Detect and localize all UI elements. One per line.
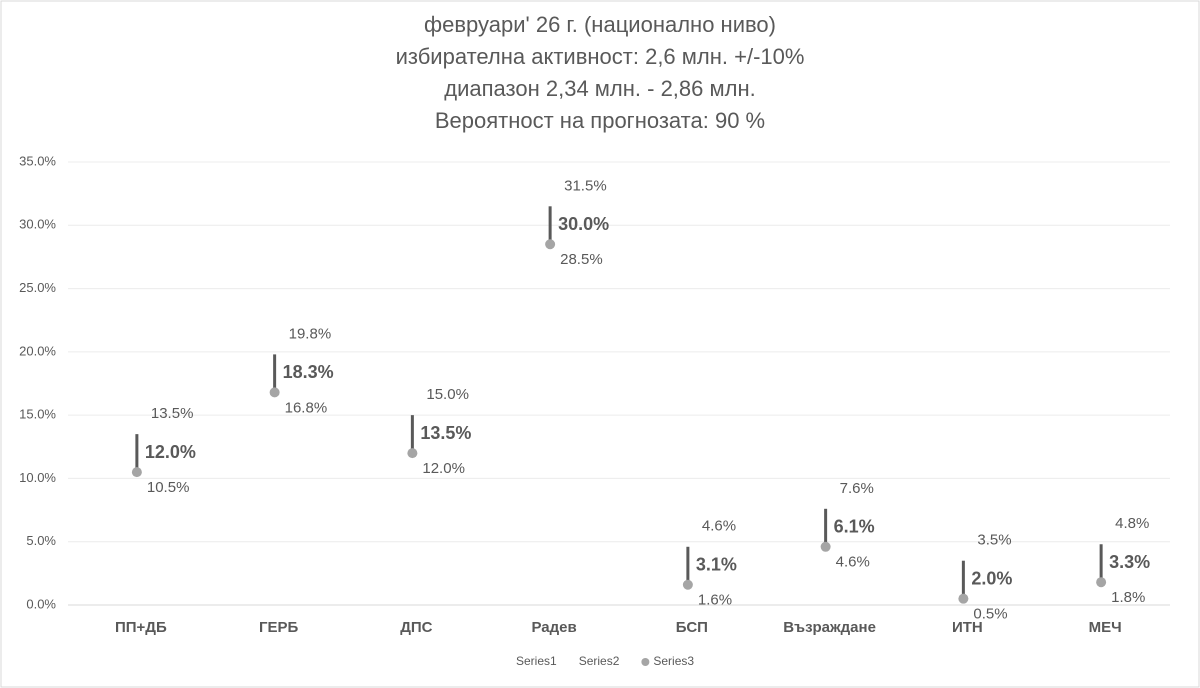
y-tick-label: 0.0% xyxy=(26,596,56,611)
legend-label: Series1 xyxy=(516,654,557,668)
marker xyxy=(131,467,142,478)
low-label: 0.5% xyxy=(973,606,1007,623)
x-tick-label: ДПС xyxy=(400,619,432,636)
high-label: 13.5% xyxy=(151,405,194,422)
low-label: 28.5% xyxy=(560,251,603,268)
high-label: 3.5% xyxy=(977,532,1011,549)
x-tick-label: БСП xyxy=(676,619,708,636)
chart-title: избирателна активност: 2,6 млн. +/-10% xyxy=(396,44,805,69)
high-label: 19.8% xyxy=(289,325,332,342)
marker xyxy=(269,387,280,398)
chart-title: диапазон 2,34 млн. - 2,86 млн. xyxy=(444,76,755,101)
high-label: 4.8% xyxy=(1115,515,1149,532)
chart-title: февруари' 26 г. (национално ниво) xyxy=(424,12,776,37)
high-label: 4.6% xyxy=(702,518,736,535)
marker xyxy=(958,593,969,604)
x-tick-label: ИТН xyxy=(952,619,983,636)
marker xyxy=(682,579,693,590)
x-tick-label: ПП+ДБ xyxy=(115,619,167,636)
legend-label: Series2 xyxy=(579,654,620,668)
mid-label: 12.0% xyxy=(145,442,196,462)
low-label: 4.6% xyxy=(836,554,870,571)
y-tick-label: 30.0% xyxy=(19,217,56,232)
low-label: 1.8% xyxy=(1111,589,1145,606)
high-label: 31.5% xyxy=(564,177,607,194)
x-tick-label: Възраждане xyxy=(783,619,876,636)
mid-label: 3.3% xyxy=(1109,552,1150,572)
legend-marker xyxy=(641,658,650,666)
y-tick-label: 20.0% xyxy=(19,343,56,358)
high-label: 7.6% xyxy=(840,480,874,497)
y-tick-label: 10.0% xyxy=(19,470,56,485)
y-tick-label: 35.0% xyxy=(19,153,56,168)
low-label: 1.6% xyxy=(698,592,732,609)
marker xyxy=(1096,577,1107,588)
mid-label: 13.5% xyxy=(420,423,471,443)
mid-label: 3.1% xyxy=(696,555,737,575)
x-tick-label: ГЕРБ xyxy=(259,619,299,636)
mid-label: 30.0% xyxy=(558,214,609,234)
y-tick-label: 15.0% xyxy=(19,407,56,422)
low-label: 12.0% xyxy=(422,460,465,477)
chart-title: Вероятност на прогнозата: 90 % xyxy=(435,108,765,133)
marker xyxy=(820,541,831,552)
x-tick-label: Радев xyxy=(532,619,577,636)
mid-label: 18.3% xyxy=(283,362,334,382)
mid-label: 6.1% xyxy=(834,517,875,537)
low-label: 10.5% xyxy=(147,479,190,496)
marker xyxy=(407,448,418,459)
low-label: 16.8% xyxy=(285,399,328,416)
high-label: 15.0% xyxy=(426,386,469,403)
legend-label: Series3 xyxy=(653,654,694,668)
y-tick-label: 25.0% xyxy=(19,280,56,295)
x-tick-label: МЕЧ xyxy=(1089,619,1122,636)
y-tick-label: 5.0% xyxy=(26,533,56,548)
marker xyxy=(545,239,556,250)
mid-label: 2.0% xyxy=(971,568,1012,588)
